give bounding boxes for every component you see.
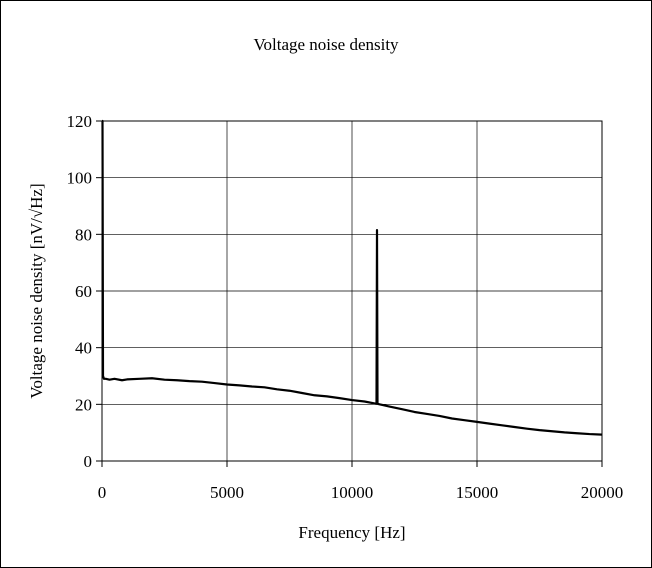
x-tick-label-3: 15000 xyxy=(456,483,499,502)
y-axis-label: Voltage noise density [nV/√Hz] xyxy=(27,183,46,398)
x-tick-label-2: 10000 xyxy=(331,483,374,502)
x-tick-label-0: 0 xyxy=(98,483,107,502)
y-tick-label-6: 120 xyxy=(67,112,93,131)
series-layer xyxy=(101,119,603,436)
x-axis-label: Frequency [Hz] xyxy=(298,523,405,542)
y-tick-label-0: 0 xyxy=(84,452,93,471)
x-tick-labels: 0 5000 10000 15000 20000 xyxy=(98,483,624,502)
grid xyxy=(96,120,603,467)
chart-title: Voltage noise density xyxy=(253,35,399,54)
y-tick-label-3: 60 xyxy=(75,282,92,301)
x-tick-label-1: 5000 xyxy=(210,483,244,502)
y-tick-label-5: 100 xyxy=(67,169,93,188)
y-tick-labels: 0 20 40 60 80 100 120 xyxy=(67,112,93,471)
x-tick-label-4: 20000 xyxy=(581,483,624,502)
y-tick-label-2: 40 xyxy=(75,339,92,358)
series-line-0 xyxy=(101,119,603,436)
y-tick-label-1: 20 xyxy=(75,395,92,414)
y-tick-label-4: 80 xyxy=(75,225,92,244)
